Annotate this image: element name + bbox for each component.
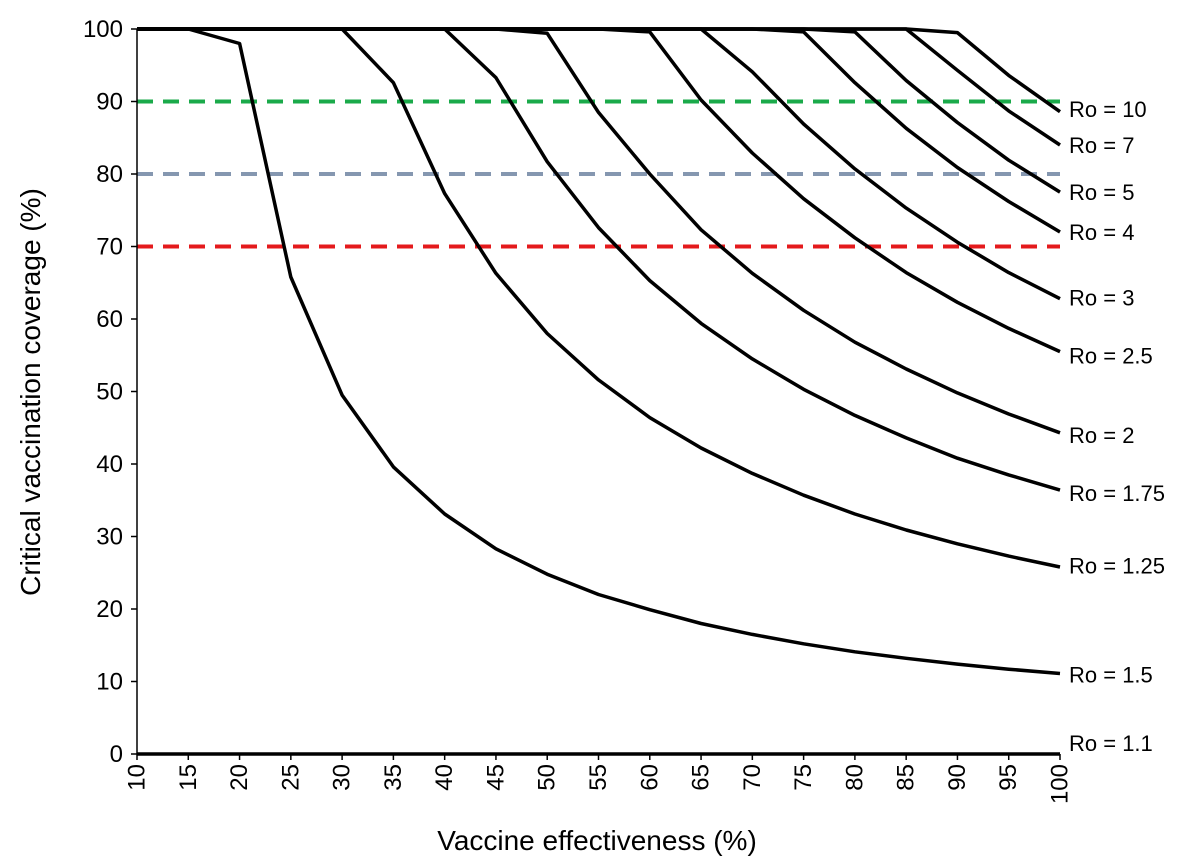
series-label: Ro = 2 [1069, 423, 1134, 448]
series-line-Ro1-75 [137, 27, 1061, 492]
series-label: Ro = 2.5 [1069, 343, 1153, 368]
y-tick-label: 30 [96, 524, 123, 551]
series-label: Ro = 1.1 [1069, 731, 1153, 756]
series-labels: Ro = 10 Ro = 7 Ro = 5 Ro = 4 Ro = 3 Ro = 2.5 R… [1069, 97, 1165, 756]
x-tick-label: 20 [226, 764, 253, 791]
series-line-Ro10 [137, 27, 1062, 114]
series-line-Ro3 [137, 27, 1061, 301]
series-line-Ro7 [137, 27, 1061, 147]
x-tick-label: 25 [277, 764, 304, 791]
series-label: Ro = 7 [1069, 133, 1134, 158]
series-label: Ro = 1.75 [1069, 481, 1165, 506]
x-tick-label: 60 [636, 764, 663, 791]
x-tick-label: 75 [790, 764, 817, 791]
series-label: Ro = 4 [1069, 220, 1134, 245]
y-tick-label: 40 [96, 451, 123, 478]
x-tick-label: 15 [175, 764, 202, 791]
series-label: Ro = 10 [1069, 97, 1147, 122]
reference-lines [137, 99, 1060, 249]
y-tick-label: 60 [96, 306, 123, 333]
series-line-Ro1-5 [137, 27, 1061, 676]
x-ticks: 10 15 20 25 30 35 40 45 50 55 60 65 70 75 80 85 90 95 100 [124, 754, 1074, 804]
x-tick-label: 80 [841, 764, 868, 791]
x-tick-label: 85 [893, 764, 920, 791]
series-line-Ro2 [137, 27, 1061, 435]
x-axis-label: Vaccine effectiveness (%) [437, 825, 757, 856]
x-tick-label: 90 [944, 764, 971, 791]
axes [136, 29, 1060, 755]
x-tick-label: 95 [995, 764, 1022, 791]
y-axis-label: Critical vaccination coverage (%) [15, 188, 46, 596]
y-tick-label: 0 [110, 741, 123, 768]
x-tick-label: 45 [482, 764, 509, 791]
series-label: Ro = 1.5 [1069, 662, 1153, 687]
y-tick-label: 90 [96, 89, 123, 116]
x-tick-label: 55 [585, 764, 612, 791]
x-tick-label: 70 [739, 764, 766, 791]
y-tick-label: 10 [96, 669, 123, 696]
x-tick-label: 40 [431, 764, 458, 791]
y-tick-label: 20 [96, 596, 123, 623]
x-tick-label: 100 [1047, 764, 1074, 804]
series-label: Ro = 5 [1069, 180, 1134, 205]
y-ticks: 0 10 20 30 40 50 60 70 80 90 100 [83, 16, 137, 768]
x-tick-label: 30 [329, 764, 356, 791]
y-tick-label: 70 [96, 234, 123, 261]
y-tick-label: 100 [83, 16, 123, 43]
series-label: Ro = 1.25 [1069, 554, 1165, 579]
x-tick-label: 65 [688, 764, 715, 791]
series-line-Ro2-5 [137, 27, 1061, 354]
y-tick-label: 50 [96, 379, 123, 406]
x-tick-label: 35 [380, 764, 407, 791]
series-lines [137, 27, 1062, 756]
x-tick-label: 10 [124, 764, 151, 791]
y-tick-label: 80 [96, 161, 123, 188]
series-label: Ro = 3 [1069, 285, 1134, 310]
x-tick-label: 50 [534, 764, 561, 791]
